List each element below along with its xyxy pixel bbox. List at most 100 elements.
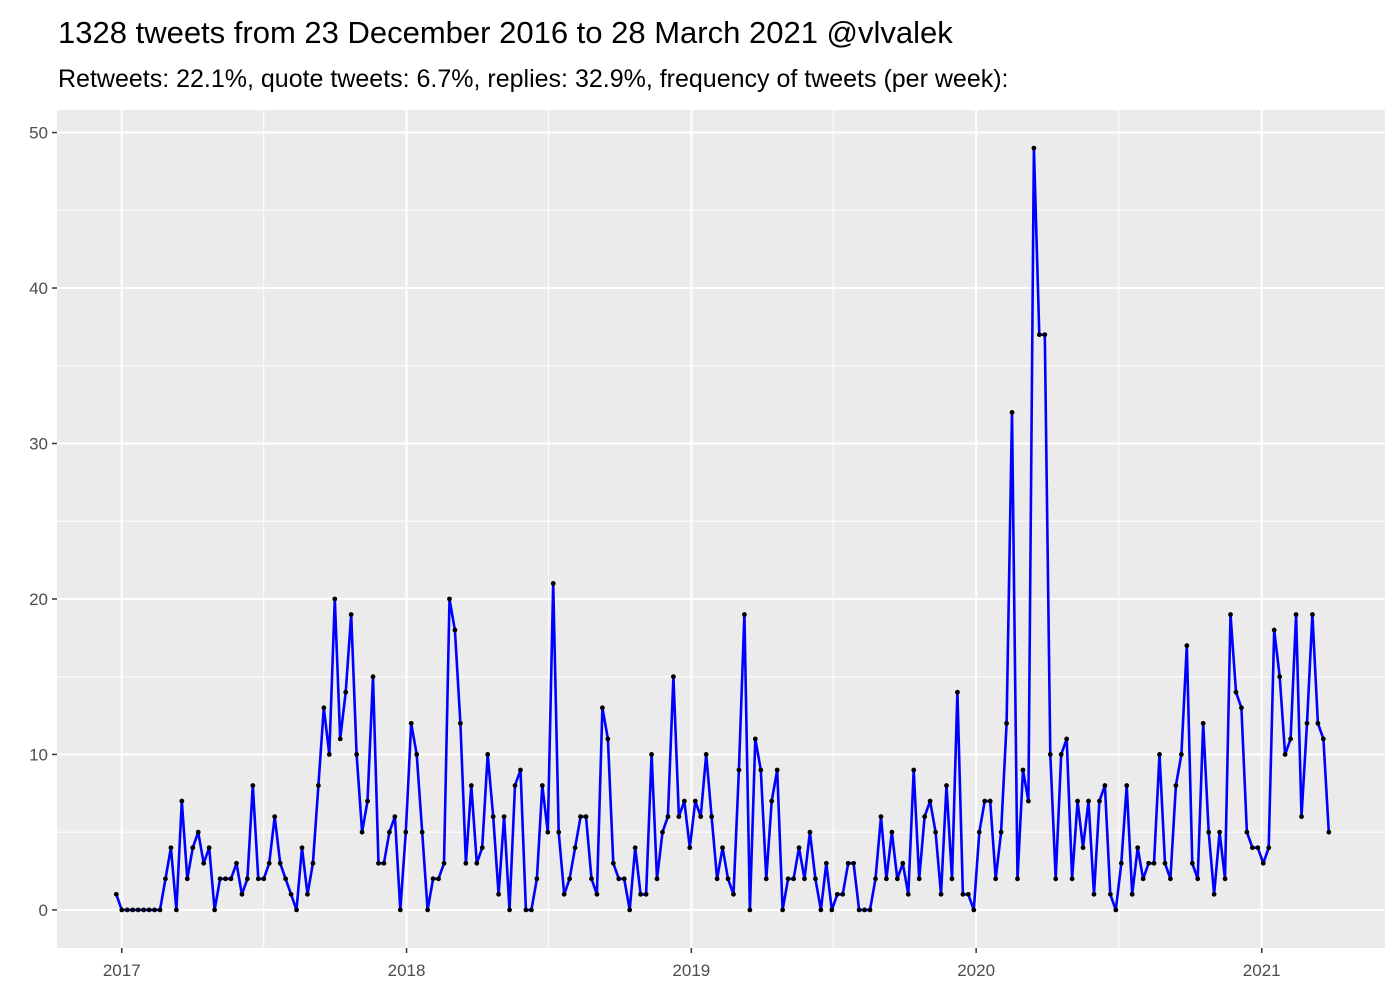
chart-subtitle: Retweets: 22.1%, quote tweets: 6.7%, rep… xyxy=(58,65,1009,93)
data-point xyxy=(1310,612,1315,617)
data-point xyxy=(829,907,835,913)
data-point xyxy=(938,891,944,897)
y-tick-label: 30 xyxy=(29,434,48,453)
data-point xyxy=(343,689,349,695)
data-point xyxy=(1135,845,1141,851)
data-point xyxy=(419,829,425,835)
y-tick-label: 50 xyxy=(29,124,48,143)
data-point xyxy=(1326,829,1332,835)
data-point xyxy=(1239,705,1244,711)
data-point xyxy=(1277,674,1283,680)
data-point xyxy=(266,860,272,866)
data-point xyxy=(1020,767,1026,773)
data-point xyxy=(1064,736,1070,742)
data-point xyxy=(1157,752,1162,757)
data-point xyxy=(1260,860,1266,866)
data-point xyxy=(605,736,611,742)
data-point xyxy=(1195,876,1201,882)
data-point xyxy=(1178,752,1184,757)
data-point xyxy=(911,767,917,773)
data-point xyxy=(1031,145,1037,151)
data-point xyxy=(468,783,474,788)
data-point xyxy=(998,829,1004,835)
data-point xyxy=(1304,720,1310,726)
data-point xyxy=(1015,876,1020,882)
data-point xyxy=(310,860,316,866)
data-point xyxy=(982,798,988,804)
y-axis: 0 10 20 30 40 50 xyxy=(29,124,57,920)
data-point xyxy=(1222,876,1228,882)
data-point xyxy=(501,814,507,820)
data-point xyxy=(1004,720,1009,726)
data-point xyxy=(113,891,119,897)
data-point xyxy=(179,798,185,804)
data-point xyxy=(1026,798,1031,804)
data-point xyxy=(1118,860,1124,866)
data-point xyxy=(195,829,201,835)
data-point xyxy=(1162,860,1168,866)
data-point xyxy=(332,596,338,602)
data-point xyxy=(589,876,594,882)
data-point xyxy=(976,829,982,835)
data-point xyxy=(627,907,633,913)
data-point xyxy=(851,860,857,866)
data-point xyxy=(479,845,485,851)
data-point xyxy=(916,876,922,882)
data-point xyxy=(386,829,392,835)
data-point xyxy=(1206,829,1212,835)
data-point xyxy=(971,907,977,913)
data-point xyxy=(960,891,966,897)
data-point xyxy=(1107,891,1113,897)
x-tick-label: 2021 xyxy=(1243,961,1281,980)
data-point xyxy=(796,845,802,851)
data-point xyxy=(1075,798,1080,804)
data-point xyxy=(1299,814,1304,820)
data-point xyxy=(1047,752,1053,757)
data-point xyxy=(610,860,616,866)
x-tick-label: 2017 xyxy=(103,961,141,980)
chart-title: 1328 tweets from 23 December 2016 to 28 … xyxy=(58,15,953,50)
data-point xyxy=(326,752,332,757)
data-point xyxy=(124,907,130,913)
data-point xyxy=(742,612,747,617)
y-tick-label: 0 xyxy=(39,901,48,920)
data-point xyxy=(845,860,851,866)
data-point xyxy=(583,814,589,820)
data-point xyxy=(1271,627,1277,633)
data-point xyxy=(758,767,764,773)
data-point xyxy=(217,876,223,882)
data-point xyxy=(130,907,136,913)
data-point xyxy=(665,814,671,820)
data-point xyxy=(720,845,725,851)
data-point xyxy=(671,674,676,680)
data-point xyxy=(1288,736,1293,742)
data-point xyxy=(337,736,343,742)
data-point xyxy=(747,907,753,913)
data-point xyxy=(239,891,245,897)
data-point xyxy=(441,860,447,866)
data-point xyxy=(1266,845,1272,851)
data-point xyxy=(463,860,469,866)
data-point xyxy=(163,876,168,882)
data-point xyxy=(283,876,289,882)
data-point xyxy=(900,860,906,866)
data-point xyxy=(774,767,780,773)
data-point xyxy=(321,705,327,711)
data-point xyxy=(807,829,813,835)
data-point xyxy=(955,689,960,695)
y-tick-label: 40 xyxy=(29,279,48,298)
data-point xyxy=(944,783,949,788)
data-point xyxy=(687,845,693,851)
data-point xyxy=(600,705,605,711)
data-point xyxy=(452,627,458,633)
data-point xyxy=(692,798,698,804)
data-point xyxy=(173,907,179,913)
data-point xyxy=(578,814,583,820)
data-point xyxy=(1102,783,1108,788)
data-point xyxy=(1091,891,1097,897)
data-point xyxy=(365,798,370,804)
data-point xyxy=(534,876,540,882)
data-point xyxy=(1036,332,1042,338)
data-point xyxy=(818,907,824,913)
